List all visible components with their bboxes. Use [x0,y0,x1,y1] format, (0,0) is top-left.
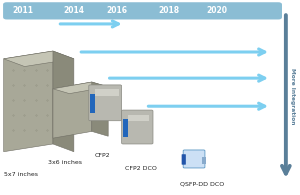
FancyBboxPatch shape [128,114,149,121]
Polygon shape [4,51,74,66]
Polygon shape [53,82,92,138]
FancyBboxPatch shape [182,154,186,165]
Text: 2014: 2014 [63,6,84,15]
Text: 3x6 inches: 3x6 inches [49,160,82,165]
Text: 2016: 2016 [107,6,128,15]
Polygon shape [4,51,53,152]
FancyBboxPatch shape [3,2,282,20]
Text: 2018: 2018 [159,6,180,15]
Text: CFP2: CFP2 [95,153,110,158]
Polygon shape [92,82,108,136]
FancyBboxPatch shape [123,119,127,137]
Text: 2011: 2011 [13,6,34,15]
FancyBboxPatch shape [183,150,205,168]
FancyBboxPatch shape [122,110,153,144]
Text: 5x7 inches: 5x7 inches [4,172,38,177]
Text: QSFP-DD DCO: QSFP-DD DCO [180,181,224,186]
FancyBboxPatch shape [202,157,206,164]
FancyBboxPatch shape [95,89,118,96]
Polygon shape [53,51,74,152]
Text: 2020: 2020 [207,6,228,15]
FancyBboxPatch shape [89,85,122,121]
Text: CFP2 DCO: CFP2 DCO [124,166,157,171]
FancyBboxPatch shape [90,94,95,113]
Polygon shape [53,82,108,94]
Text: More Integration: More Integration [290,68,295,125]
